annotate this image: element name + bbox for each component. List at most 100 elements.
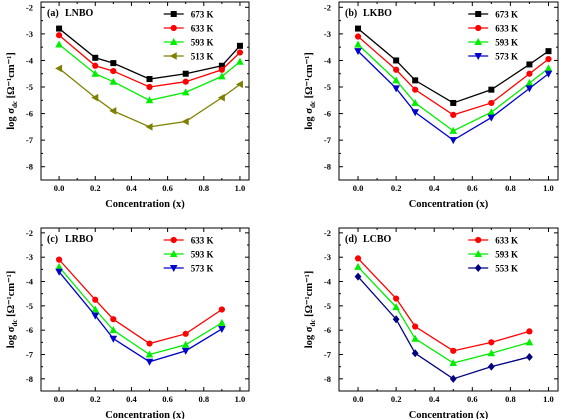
y-tick-label: -8 <box>26 374 33 384</box>
y-tick-label: -7 <box>324 135 332 145</box>
y-axis-title-subscript: dc <box>309 320 317 327</box>
data-point <box>487 349 496 357</box>
y-tick-label: -5 <box>324 301 331 311</box>
data-point <box>354 262 362 270</box>
x-tick-label: 0.2 <box>90 394 101 404</box>
x-tick-label: 1.0 <box>235 394 246 404</box>
y-tick-label: -2 <box>26 2 33 12</box>
data-point <box>56 25 63 32</box>
y-tick-label: -3 <box>324 29 331 39</box>
data-point <box>146 76 153 83</box>
legend: 633 K 593 K 573 K <box>163 236 213 274</box>
x-tick-label: 0.6 <box>162 394 173 404</box>
legend: 633 K 593 K 553 K <box>468 236 518 274</box>
legend: 673 K 633 K 593 K 513 K <box>163 10 214 62</box>
y-axis-title: log σdc [Ω⁻¹cm⁻¹] <box>6 52 19 130</box>
chart-panel-lnbo: 0.0 0.2 0.4 0.6 0.8 1.0 -2 -3 -4 -5 -6 -7 -8 Concentr… <box>6 1 250 210</box>
y-tick-label: -7 <box>26 135 34 145</box>
y-tick-label: -3 <box>324 252 331 262</box>
data-point <box>217 93 225 102</box>
legend-marker <box>474 264 482 272</box>
x-tick-label: 0.0 <box>353 394 364 404</box>
y-tick-label: -3 <box>26 252 33 262</box>
y-tick-label: -6 <box>324 109 331 119</box>
data-point <box>182 330 189 337</box>
x-tick-label: 0.8 <box>505 394 516 404</box>
panel-title: LCBO <box>363 234 392 245</box>
legend-marker <box>475 236 482 244</box>
data-point <box>236 49 244 56</box>
data-point <box>91 305 100 313</box>
plot-frame <box>338 227 559 392</box>
data-point <box>146 340 153 347</box>
data-point <box>92 296 99 303</box>
data-point <box>449 359 458 367</box>
data-point <box>487 108 496 116</box>
legend-label: 673 K <box>191 10 214 20</box>
legend-label: 633 K <box>495 236 518 246</box>
y-tick-label: -4 <box>324 55 332 65</box>
series-553k <box>354 272 533 383</box>
data-point <box>145 96 154 104</box>
y-tick-label: -8 <box>26 162 33 172</box>
data-point <box>412 77 419 84</box>
data-point <box>91 93 99 102</box>
x-tick-label: 0.8 <box>505 183 516 193</box>
series-593k <box>55 40 244 104</box>
x-tick-label: 1.0 <box>235 183 246 193</box>
x-tick-label: 1.0 <box>543 183 554 193</box>
data-point <box>411 334 419 342</box>
data-point <box>411 109 419 117</box>
y-tick-label: -3 <box>26 29 33 39</box>
series-line <box>357 276 530 380</box>
data-point <box>92 62 99 69</box>
x-tick-label: 1.0 <box>543 394 554 404</box>
plot-frame <box>40 227 250 392</box>
data-point <box>392 315 400 324</box>
data-point <box>145 358 154 366</box>
y-tick-label: -2 <box>26 228 33 238</box>
y-tick-label: -6 <box>26 325 33 335</box>
series-593k <box>354 262 534 367</box>
series-673k <box>355 25 552 106</box>
series-line <box>357 28 549 104</box>
data-point <box>218 66 225 73</box>
x-tick-label: 0.4 <box>126 183 137 193</box>
panel-title: LRBO <box>65 234 94 245</box>
series-513k <box>55 64 243 131</box>
y-tick-label: -4 <box>324 277 332 287</box>
y-axis-title-subscript: dc <box>309 101 317 108</box>
x-tick-label: 0.8 <box>198 183 209 193</box>
data-point <box>392 76 400 84</box>
series-line <box>58 259 223 345</box>
series-line <box>58 266 223 356</box>
y-axis-title-unit: [Ω⁻¹cm⁻¹] <box>6 271 17 320</box>
y-tick-label: -5 <box>324 82 331 92</box>
data-point <box>55 40 63 48</box>
legend-marker <box>474 38 483 45</box>
series-633k <box>55 256 225 347</box>
data-point <box>526 70 533 77</box>
data-point <box>92 54 99 61</box>
x-tick-label: 0.4 <box>429 394 440 404</box>
data-point <box>181 88 190 96</box>
data-point <box>449 374 457 383</box>
x-tick-label: 0.6 <box>162 183 173 193</box>
y-tick-label: -8 <box>324 162 331 172</box>
data-point <box>354 48 362 56</box>
legend-marker <box>474 53 483 60</box>
y-axis-title-subscript: dc <box>11 101 19 108</box>
legend-marker <box>169 52 177 60</box>
legend-marker <box>475 24 482 32</box>
chart-panel-lrbo: 0.0 0.2 0.4 0.6 0.8 1.0 -2 -3 -4 -5 -6 -7 -8 Concentr… <box>6 227 250 419</box>
data-point <box>411 98 419 106</box>
y-axis-title-unit: [Ω⁻¹cm⁻¹] <box>6 52 17 101</box>
y-tick-label: -7 <box>26 350 34 360</box>
panel-label: (b) <box>345 8 357 19</box>
chart-panel-lkbo: 0.0 0.2 0.4 0.6 0.8 1.0 -2 -3 -4 -5 -6 -7 -8 Concentr… <box>304 1 559 210</box>
data-point <box>146 83 153 91</box>
y-tick-label: -8 <box>324 374 331 384</box>
y-tick-label: -4 <box>26 55 34 65</box>
data-point <box>412 86 419 93</box>
